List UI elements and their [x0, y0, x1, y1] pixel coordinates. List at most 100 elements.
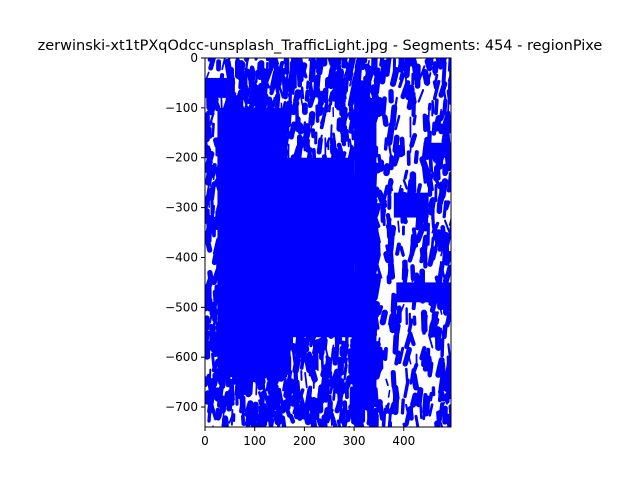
segment-line	[339, 211, 350, 232]
segment-line	[395, 242, 401, 256]
segment-line	[272, 204, 282, 217]
segment-line	[262, 99, 268, 117]
segment-line	[376, 189, 388, 209]
segment-line	[265, 382, 269, 392]
segment-line	[271, 220, 280, 243]
segment-line	[351, 178, 359, 198]
segment-line	[227, 313, 235, 337]
segment-line	[267, 218, 274, 236]
segment-line	[431, 121, 437, 136]
segment-line	[443, 264, 451, 285]
segment-line	[215, 370, 222, 382]
segment-line	[292, 197, 297, 211]
segment-line	[346, 168, 353, 181]
segment-line	[342, 163, 349, 176]
segment-line	[233, 277, 241, 292]
segment-line	[437, 237, 444, 252]
segment-line	[205, 390, 214, 406]
segment-line	[433, 73, 439, 85]
segment-line	[322, 58, 327, 66]
segment-line	[244, 297, 250, 309]
segment-line	[341, 92, 347, 105]
segment-line	[208, 312, 213, 324]
segment-line	[434, 98, 439, 116]
segment-line	[288, 247, 296, 260]
segment-line	[437, 388, 447, 402]
segment-line	[205, 71, 210, 80]
segment-line	[308, 58, 311, 62]
segment-line	[205, 377, 210, 387]
segment-line	[295, 175, 306, 193]
segment-line	[244, 58, 250, 75]
segment-line	[220, 167, 229, 191]
segment-line	[269, 417, 275, 427]
segment-line	[360, 140, 368, 164]
segment-line	[336, 339, 340, 361]
segment-line	[336, 253, 341, 262]
segment-line	[323, 406, 331, 419]
segment-line	[275, 179, 282, 199]
segment-line	[439, 261, 446, 279]
segment-line	[302, 241, 308, 258]
segment-line	[280, 306, 286, 315]
segment-line	[256, 108, 267, 131]
segment-line	[440, 360, 446, 377]
x-tick-label: 300	[343, 434, 366, 448]
segment-line	[298, 208, 306, 220]
segment-line	[299, 249, 304, 257]
segment-line	[383, 163, 391, 177]
segment-line	[205, 78, 209, 88]
segment-line	[344, 295, 353, 315]
segment-line	[399, 245, 405, 257]
segment-line	[221, 136, 225, 150]
segment-line	[287, 226, 294, 237]
segment-line	[280, 353, 288, 374]
segment-line	[326, 65, 336, 88]
segment-line	[270, 168, 277, 189]
segment-line	[445, 234, 451, 254]
segment-line	[211, 242, 221, 266]
segment-line	[355, 116, 363, 131]
segment-line	[322, 87, 329, 103]
segment-line	[389, 104, 398, 128]
segment-line	[348, 363, 357, 385]
segment-line	[420, 309, 428, 334]
segment-line	[310, 164, 317, 178]
segment-line	[339, 83, 346, 104]
segment-line	[325, 208, 329, 218]
segment-line	[337, 58, 342, 65]
segment-line	[388, 144, 393, 158]
segment-line	[363, 133, 373, 154]
segment-line	[283, 58, 289, 65]
segment-line	[334, 71, 340, 87]
segment-line	[409, 137, 413, 153]
segment-line	[323, 273, 329, 284]
segment-line	[240, 414, 245, 426]
segment-line	[402, 422, 407, 427]
segment-line	[341, 80, 349, 93]
segment-line	[239, 274, 247, 290]
segment-line	[387, 410, 392, 427]
segment-line	[367, 109, 376, 124]
segment-line	[260, 407, 264, 427]
segment-line	[259, 243, 265, 263]
segment-line	[306, 311, 310, 332]
segment-line	[247, 133, 256, 152]
segment-line	[410, 264, 416, 281]
segment-line	[360, 383, 365, 404]
segment-line	[431, 223, 436, 234]
segment-line	[327, 262, 334, 278]
segment-line	[349, 72, 354, 87]
segment-line	[286, 262, 290, 285]
segment-line	[302, 315, 308, 331]
segment-line	[256, 332, 264, 345]
segment-line	[371, 336, 379, 355]
segment-line	[283, 201, 290, 211]
segment-line	[230, 337, 233, 348]
segment-line	[375, 100, 381, 110]
segment-line	[403, 378, 410, 399]
segment-line	[373, 365, 382, 380]
segment-line	[241, 353, 248, 377]
segment-line	[275, 392, 282, 415]
segment-line	[403, 58, 411, 79]
